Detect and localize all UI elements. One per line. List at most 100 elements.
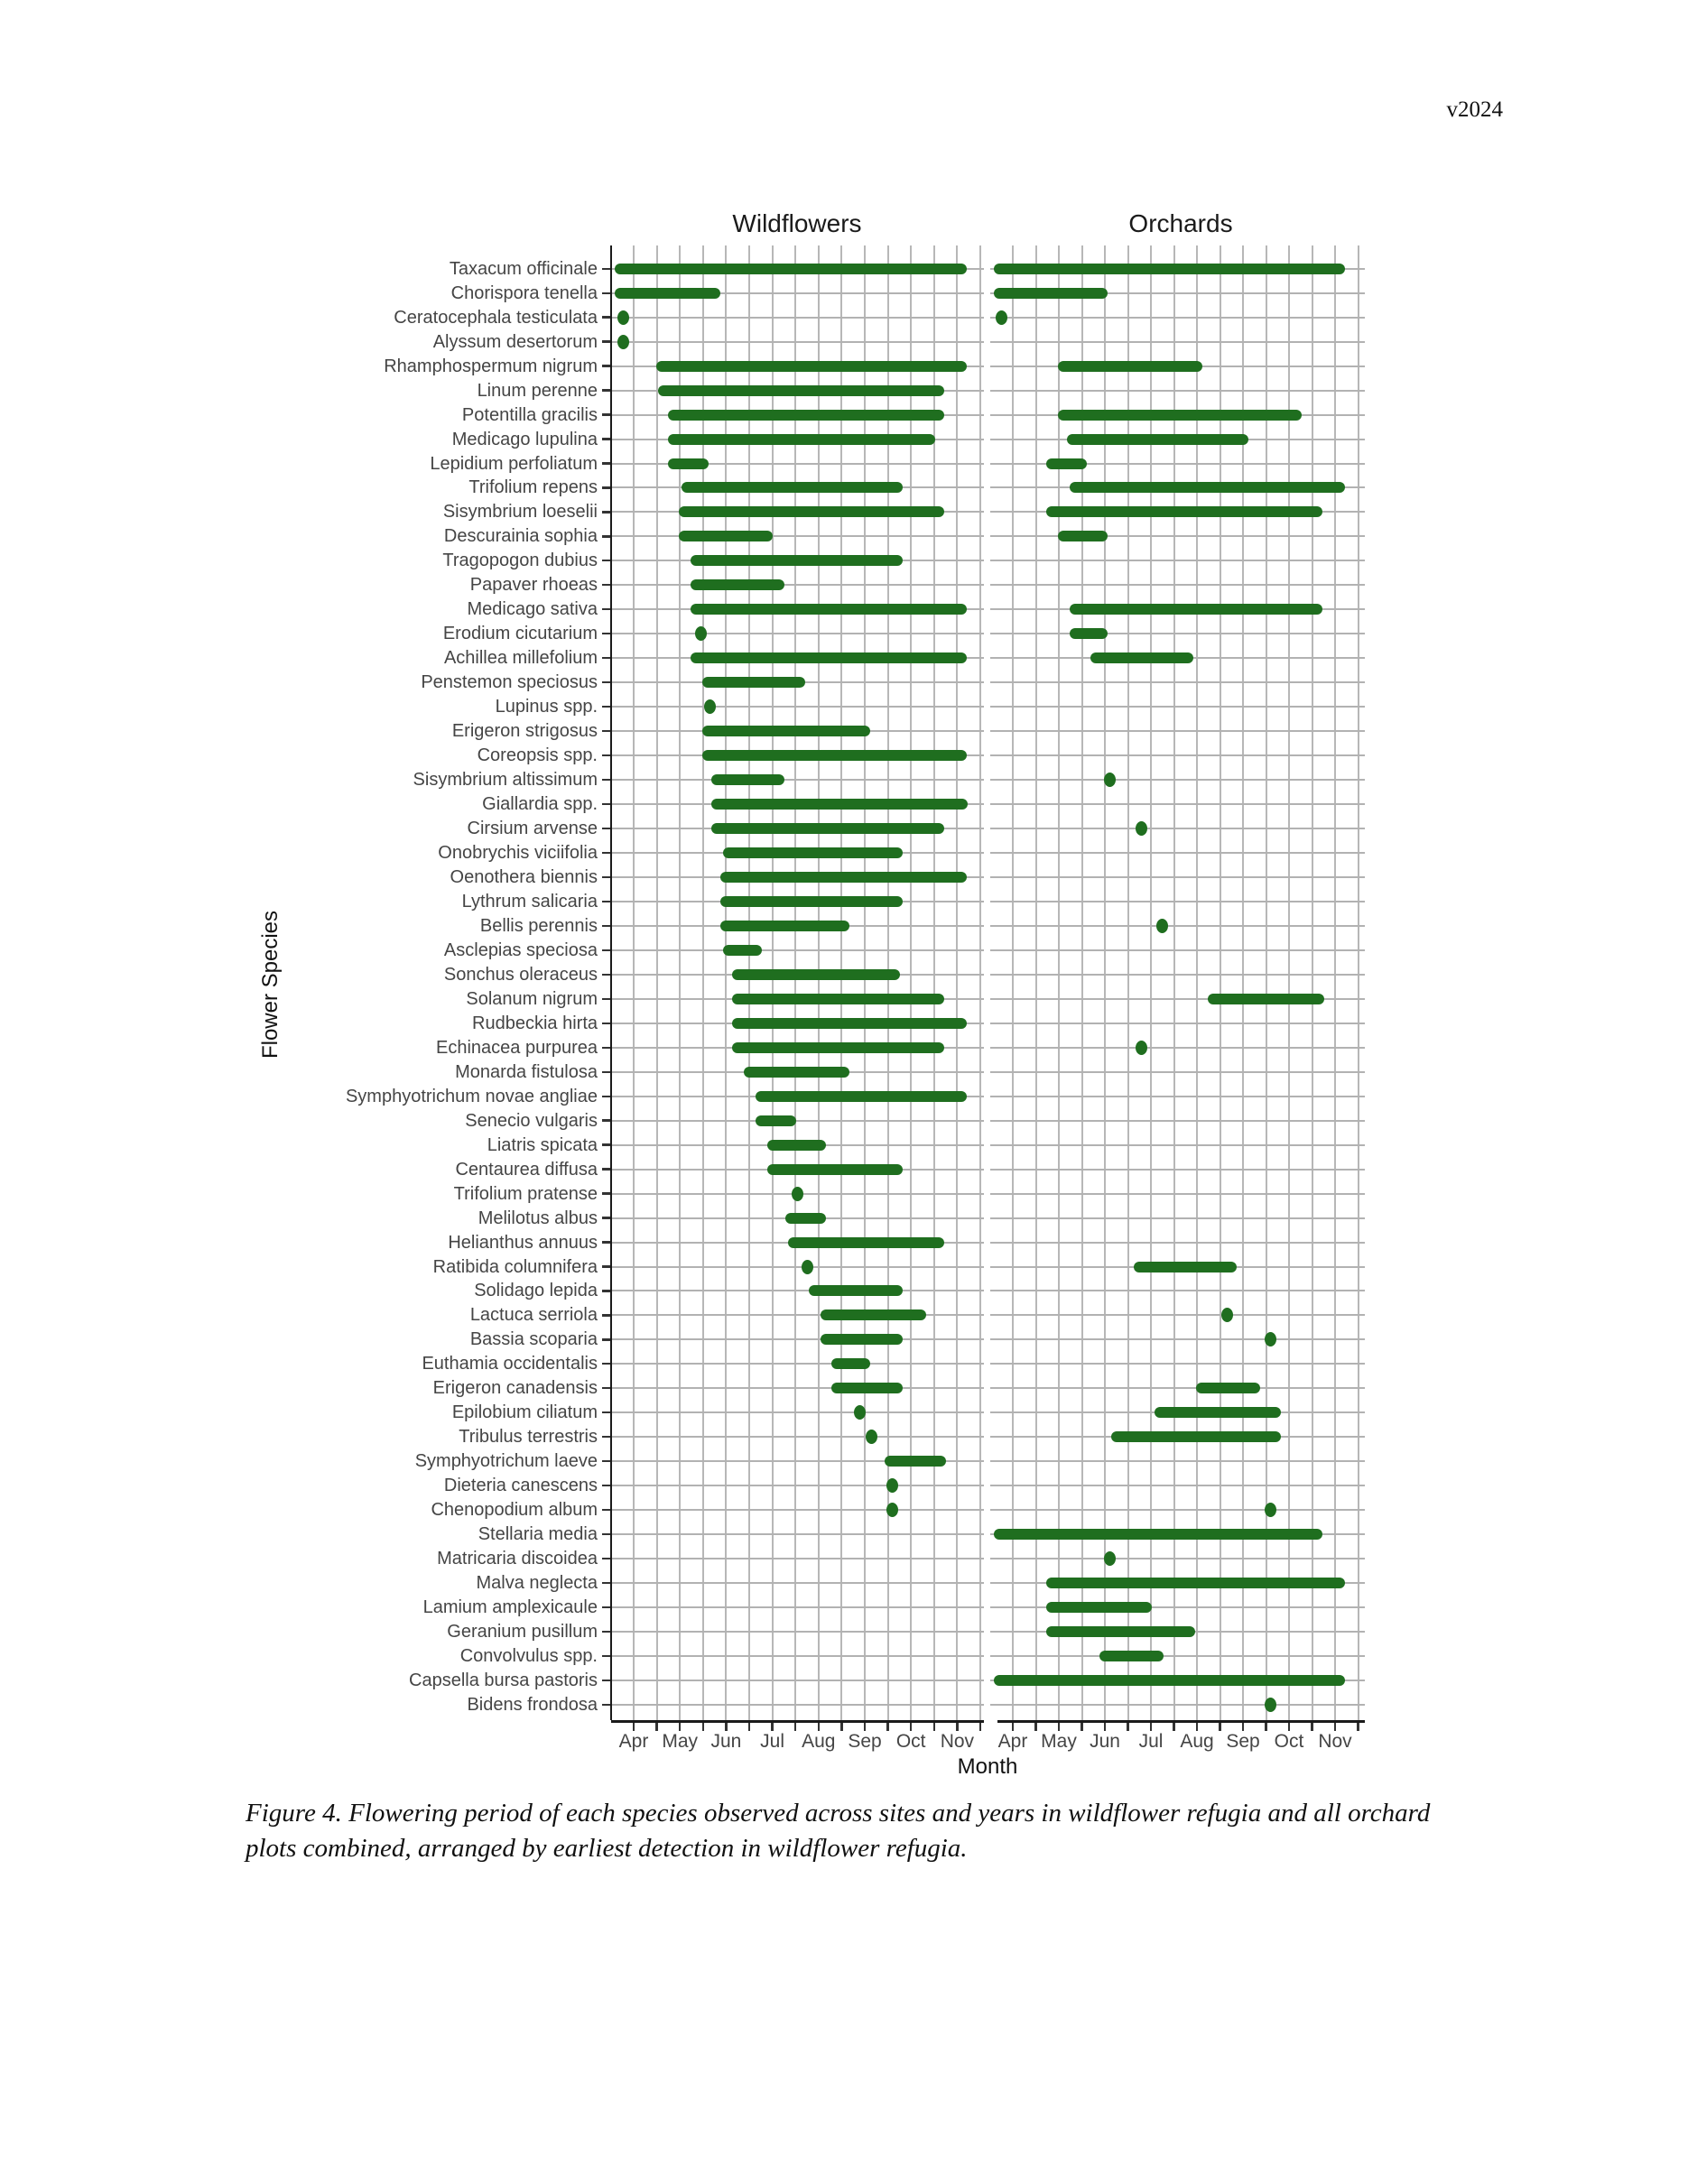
axis-tick bbox=[1287, 1722, 1291, 1731]
flowering-bar bbox=[614, 287, 720, 299]
month-gridline bbox=[1150, 245, 1152, 1720]
row-gridline bbox=[990, 803, 1365, 805]
row-gridline bbox=[990, 1314, 1365, 1317]
species-label: Melilotus albus bbox=[478, 1208, 598, 1228]
row-gridline bbox=[990, 754, 1365, 757]
month-label: Oct bbox=[1274, 1731, 1304, 1752]
species-label: Penstemon speciosus bbox=[421, 672, 598, 693]
month-gridline bbox=[725, 245, 728, 1720]
axis-tick bbox=[602, 608, 610, 611]
species-label: Ceratocephala testiculata bbox=[394, 307, 598, 328]
axis-tick bbox=[602, 1022, 610, 1024]
species-label: Tribulus terrestris bbox=[459, 1427, 598, 1448]
row-gridline bbox=[990, 973, 1365, 976]
panel-title-orchards: Orchards bbox=[1128, 209, 1233, 237]
species-label: Coreopsis spp. bbox=[477, 745, 598, 766]
row-gridline bbox=[611, 1290, 984, 1292]
axis-tick bbox=[602, 1338, 610, 1341]
month-label: Jul bbox=[1138, 1731, 1164, 1752]
species-label: Solanum nigrum bbox=[466, 988, 598, 1009]
row-gridline bbox=[611, 1411, 984, 1414]
flowering-bar bbox=[701, 726, 870, 737]
species-label: Bassia scoparia bbox=[469, 1329, 598, 1350]
axis-tick bbox=[817, 1722, 820, 1731]
species-label: Bellis perennis bbox=[479, 915, 598, 936]
month-gridline bbox=[1357, 245, 1359, 1720]
flowering-bar bbox=[766, 1163, 903, 1175]
axis-tick bbox=[602, 633, 610, 635]
axis-tick bbox=[1357, 1722, 1359, 1731]
axis-tick bbox=[602, 389, 610, 392]
axis-tick bbox=[794, 1722, 797, 1731]
flowering-bar bbox=[993, 1675, 1346, 1686]
axis-tick bbox=[602, 1387, 610, 1390]
flowering-dot bbox=[1220, 1308, 1233, 1323]
row-gridline bbox=[611, 1387, 984, 1390]
species-label: Centaurea diffusa bbox=[455, 1159, 598, 1180]
axis-tick bbox=[602, 681, 610, 684]
month-label: Oct bbox=[895, 1731, 926, 1752]
axis-tick bbox=[602, 1314, 610, 1317]
x-axis-title: Month bbox=[957, 1754, 1018, 1779]
row-gridline bbox=[611, 1436, 984, 1439]
flowering-dot bbox=[704, 699, 716, 715]
species-label: Stellaria media bbox=[478, 1524, 598, 1545]
axis-tick bbox=[1103, 1722, 1107, 1731]
flowering-bar bbox=[667, 433, 935, 445]
species-label: Symphyotrichum laeve bbox=[414, 1451, 598, 1472]
flowering-bar bbox=[691, 579, 785, 591]
figure-caption: Figure 4. Flowering period of each speci… bbox=[246, 1799, 1431, 1863]
flowering-bar bbox=[655, 360, 968, 372]
flowering-bar bbox=[993, 1529, 1322, 1541]
axis-tick bbox=[602, 1532, 610, 1536]
row-gridline bbox=[990, 1338, 1365, 1341]
species-label: Echinacea purpurea bbox=[435, 1037, 598, 1058]
row-gridline bbox=[990, 681, 1365, 684]
row-gridline bbox=[990, 1387, 1365, 1390]
flowering-bar bbox=[711, 799, 968, 810]
species-label: Linum perenne bbox=[477, 380, 598, 401]
axis-tick bbox=[602, 511, 610, 514]
month-gridline bbox=[794, 245, 797, 1720]
species-label: Alyssum desertorum bbox=[432, 331, 598, 352]
month-gridline bbox=[1173, 245, 1175, 1720]
row-gridline bbox=[990, 535, 1365, 538]
species-label: Lythrum salicaria bbox=[461, 891, 598, 912]
row-gridline bbox=[990, 560, 1365, 562]
axis-tick bbox=[602, 729, 610, 733]
flowering-bar bbox=[1067, 433, 1248, 445]
axis-tick bbox=[771, 1722, 774, 1731]
species-label: Achillea millefolium bbox=[443, 648, 598, 669]
species-label: Euthamia occidentalis bbox=[422, 1354, 598, 1374]
axis-tick bbox=[602, 1192, 610, 1195]
flowering-bar bbox=[720, 895, 903, 907]
axis-tick bbox=[602, 827, 610, 830]
axis-tick bbox=[886, 1722, 889, 1731]
species-label: Geranium pusillum bbox=[447, 1622, 598, 1642]
species-label: Dieteria canescens bbox=[443, 1476, 598, 1496]
species-label: Malva neglecta bbox=[476, 1573, 598, 1594]
flowering-bar bbox=[1058, 409, 1302, 421]
flowering-bar bbox=[691, 604, 968, 615]
axis-tick bbox=[602, 1679, 610, 1682]
row-gridline bbox=[611, 1655, 984, 1657]
month-gridline bbox=[1058, 245, 1060, 1720]
row-gridline bbox=[990, 1217, 1365, 1219]
flowering-bar bbox=[1046, 1626, 1196, 1637]
row-gridline bbox=[990, 1022, 1365, 1024]
axis-tick bbox=[602, 900, 610, 903]
month-gridline bbox=[1288, 245, 1290, 1720]
flowering-bar bbox=[1069, 604, 1322, 615]
species-label: Sisymbrium loeselii bbox=[442, 502, 598, 523]
axis-tick bbox=[932, 1722, 935, 1731]
axis-tick bbox=[602, 1046, 610, 1049]
flowering-bar bbox=[711, 823, 944, 834]
flowering-dot bbox=[1136, 821, 1148, 836]
species-label: Erigeron strigosus bbox=[451, 721, 598, 742]
month-gridline bbox=[1012, 245, 1014, 1720]
row-gridline bbox=[990, 462, 1365, 465]
x-axis-line bbox=[997, 1720, 1365, 1723]
month-gridline bbox=[979, 245, 981, 1720]
flowering-dot bbox=[617, 310, 630, 325]
month-label: Aug bbox=[1180, 1731, 1214, 1752]
